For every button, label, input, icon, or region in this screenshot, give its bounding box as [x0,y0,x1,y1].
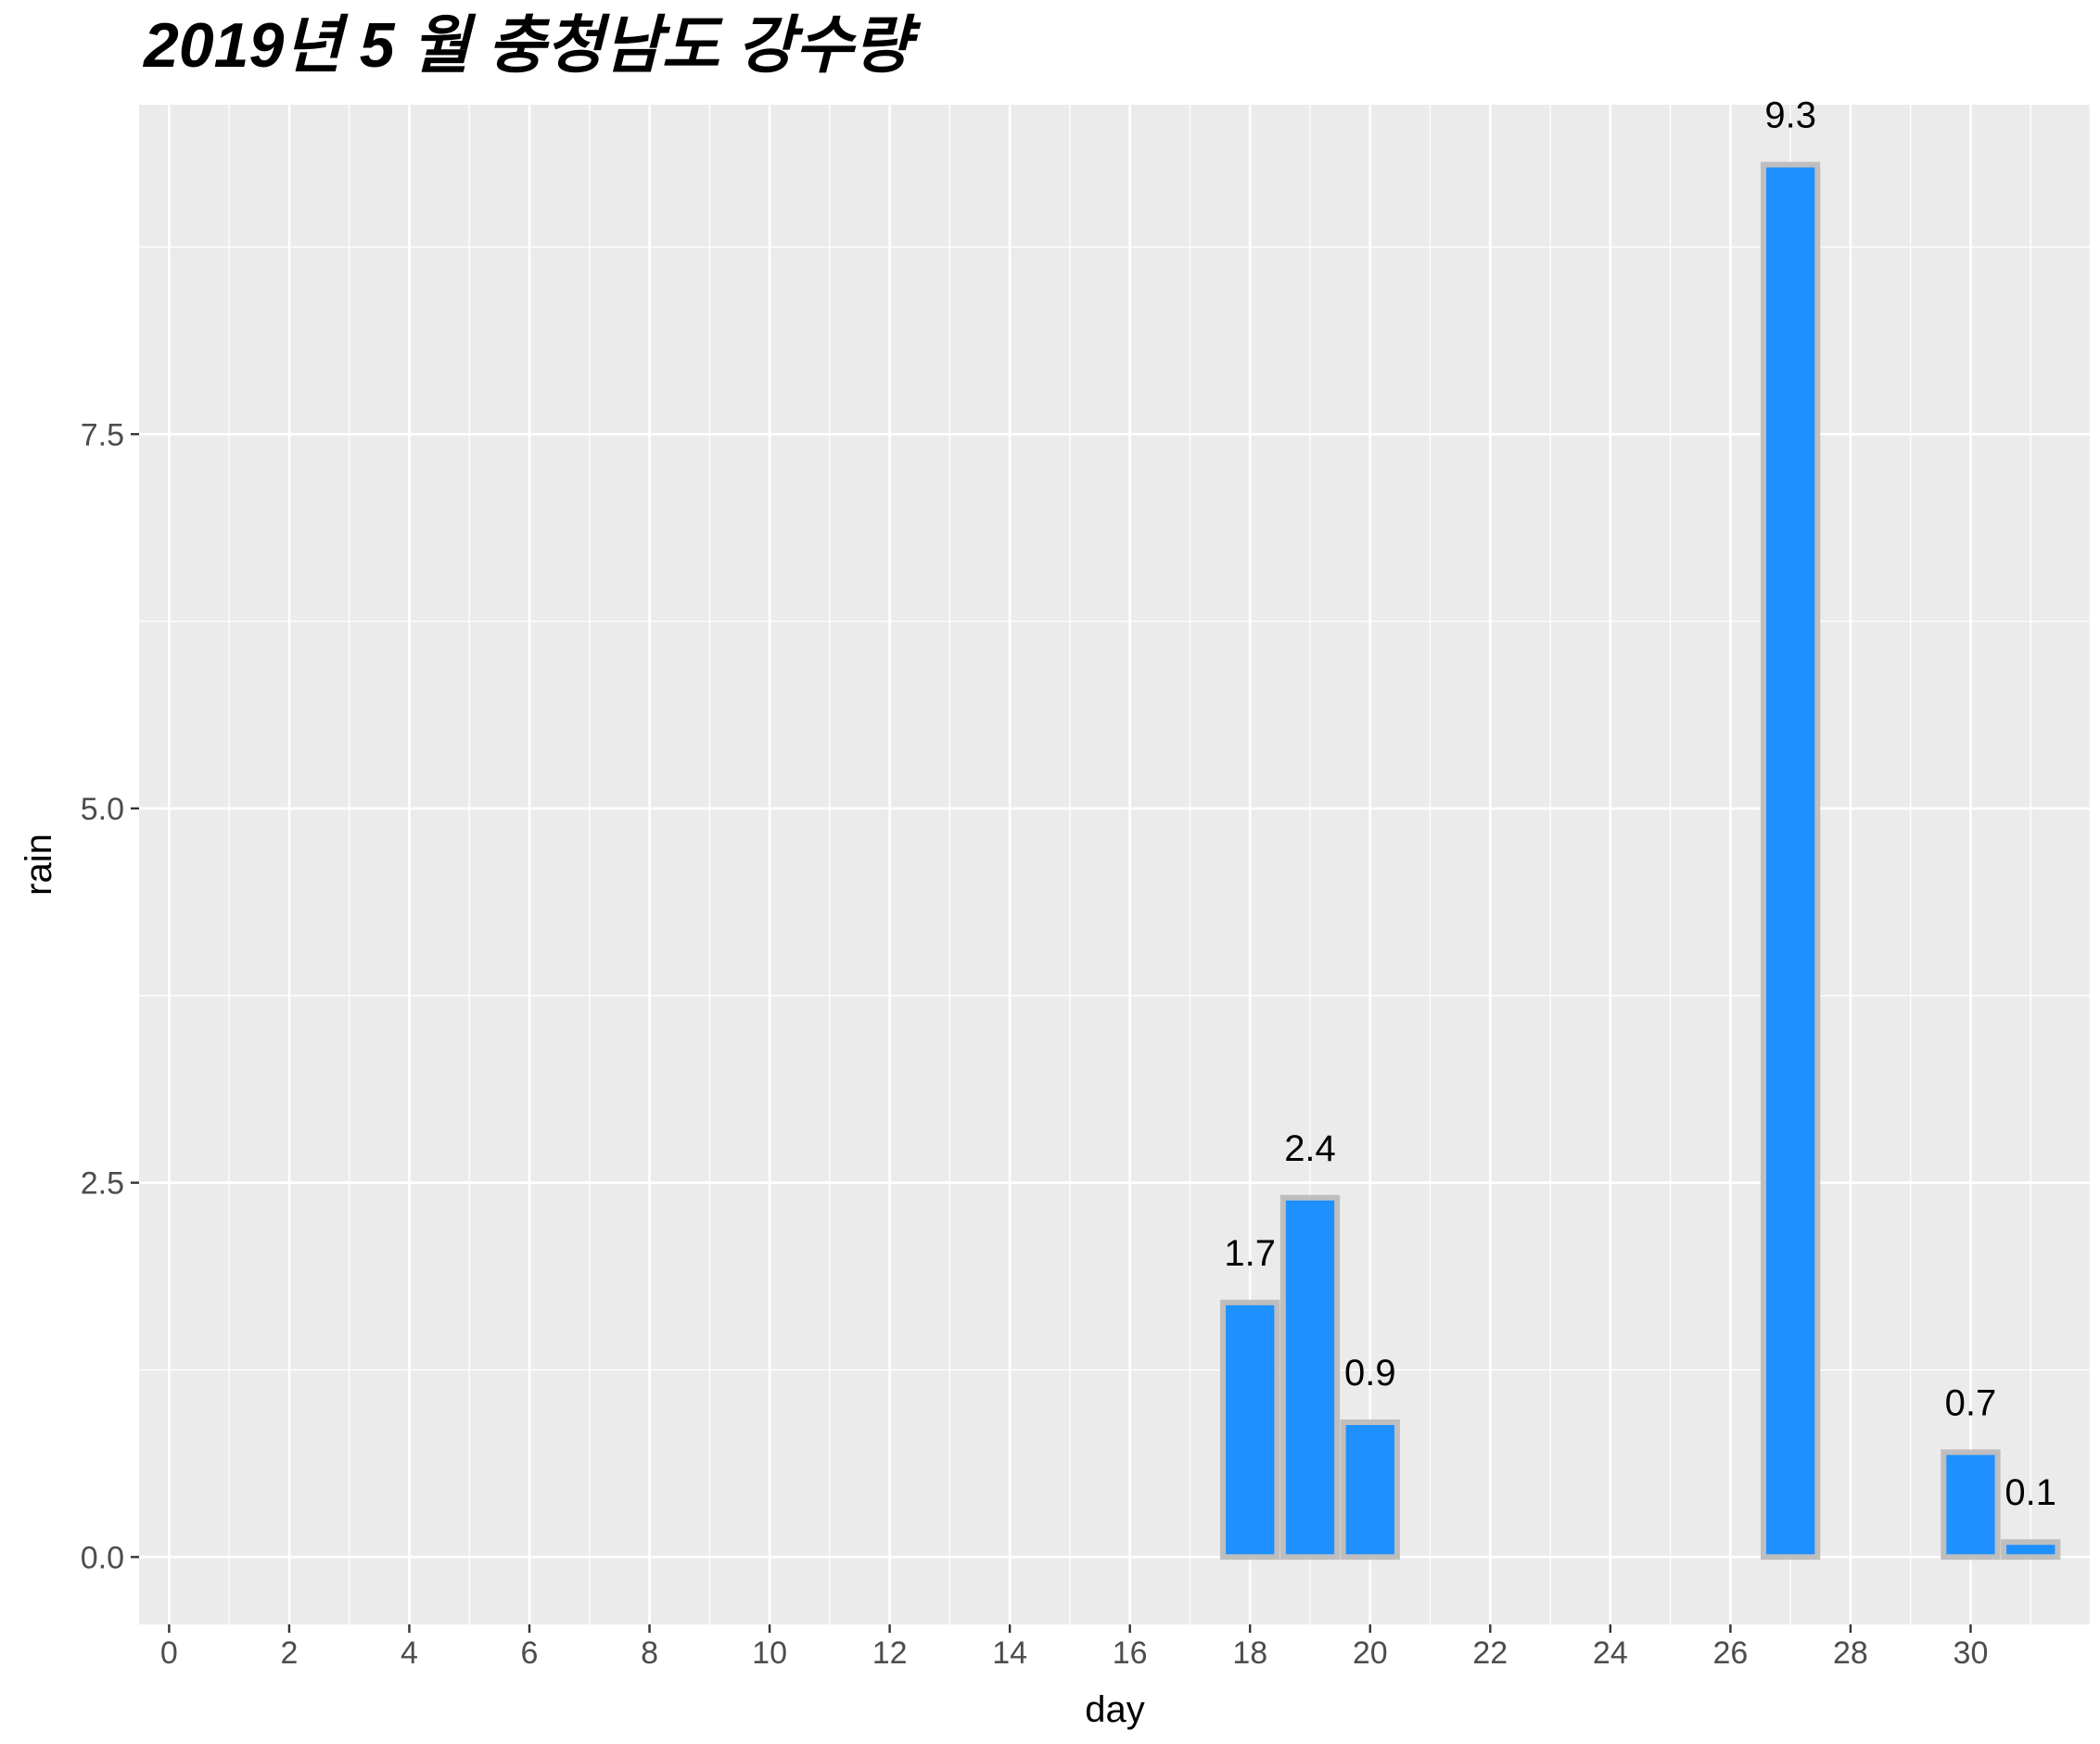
data-label-day-18: 1.7 [1224,1233,1276,1274]
x-tick-label: 4 [401,1636,418,1671]
data-label-day-30: 0.7 [1945,1382,1997,1423]
bar-day-30 [1941,1449,2001,1560]
y-tick-label: 0.0 [81,1540,124,1575]
x-tick-label: 28 [1833,1636,1868,1671]
bar-day-19 [1279,1194,1341,1560]
x-axis: 0 2 4 6 8 10 12 14 16 18 20 22 24 26 28 30 [160,1624,1988,1671]
x-tick-label: 20 [1353,1636,1388,1671]
y-axis: 0.0 2.5 5.0 7.5 [81,417,139,1575]
y-tick-label: 5.0 [81,792,124,827]
x-tick-label: 10 [752,1636,787,1671]
x-tick-label: 2 [280,1636,298,1671]
data-label-day-31: 0.1 [2005,1472,2056,1513]
x-tick-label: 8 [641,1636,658,1671]
data-label-day-19: 2.4 [1284,1128,1336,1169]
x-tick-label: 6 [521,1636,539,1671]
x-tick-label: 18 [1232,1636,1267,1671]
x-tick-label: 12 [872,1636,908,1671]
data-label-day-27: 9.3 [1764,95,1816,136]
x-tick-label: 30 [1954,1636,1989,1671]
bar-day-20 [1340,1419,1400,1560]
data-label-day-20: 0.9 [1344,1353,1396,1394]
y-axis-title: rain [19,834,59,896]
x-tick-label: 26 [1712,1636,1748,1671]
bar-day-27 [1761,161,1821,1560]
data-labels-layer: 1.7 2.4 0.9 9.3 0.7 0.1 [1224,95,2056,1514]
x-tick-label: 14 [992,1636,1027,1671]
x-axis-title: day [1085,1689,1145,1730]
bars-layer [1220,161,2061,1560]
bar-day-31 [2001,1539,2061,1560]
bar-day-18 [1220,1299,1280,1560]
chart-title: 2019년 5 월 충청남도 강수량 [142,10,922,81]
x-tick-label: 16 [1113,1636,1148,1671]
x-tick-label: 0 [160,1636,178,1671]
x-tick-label: 22 [1472,1636,1508,1671]
y-tick-label: 2.5 [81,1166,124,1202]
x-tick-label: 24 [1593,1636,1628,1671]
y-tick-label: 7.5 [81,417,124,452]
